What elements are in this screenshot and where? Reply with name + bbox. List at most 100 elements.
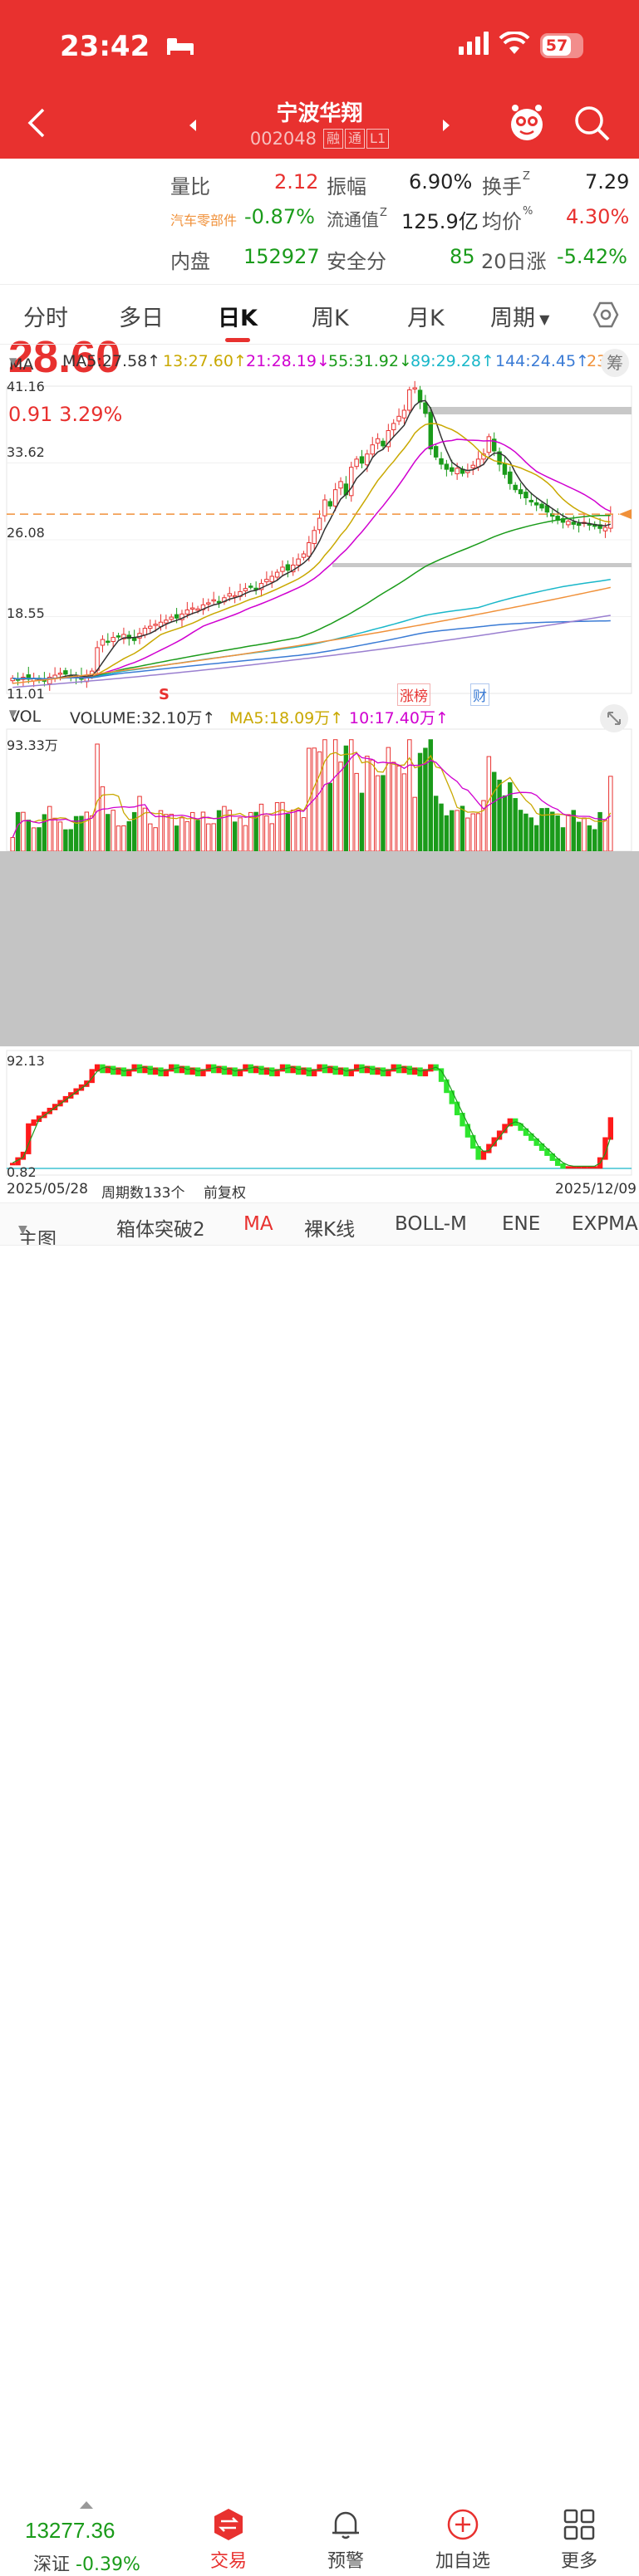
indicator-tab-expma[interactable]: EXPMA [572,1213,638,1235]
indicator-bar [227,1067,233,1075]
tab-duori[interactable]: 多日 [119,306,164,331]
resistance-box [424,407,632,414]
tab-zhouk[interactable]: 周K [312,306,349,331]
index-name: 深证 [33,2554,71,2575]
volume-bar [433,796,439,852]
chou-button[interactable]: 筹 [601,349,629,377]
candle-body [317,517,322,531]
tab-fenshi[interactable]: 分时 [23,306,68,331]
price-tick-2: 33.62 [7,444,45,460]
tab-rik[interactable]: 日K [218,306,258,331]
candle-body [121,634,126,639]
candle-body [391,423,396,431]
candle-body [491,438,497,452]
candle-body [153,624,158,626]
label-huanshou-sup: Z [523,170,530,183]
candle-body [301,553,307,558]
candle-body [327,501,333,507]
volume-bar [386,747,391,852]
chart-tabs: 分时 多日 日K 周K 月K 周期 ▼ [0,286,639,345]
candle-body [365,453,370,466]
candle-body [57,673,63,675]
date-end: 2025/12/09 [555,1181,637,1197]
candle-body [359,456,365,464]
candle-body [349,467,354,497]
indicator-bar [486,1144,492,1153]
nav-more-label: 更多 [560,2551,597,2572]
index-change: -0.39% [76,2554,140,2575]
next-stock-arrow[interactable] [443,120,450,131]
volume-bar [412,796,417,852]
indicator-tab-ene[interactable]: ENE [502,1213,541,1235]
volume-bar [189,811,195,852]
ma-item-89: 89:29.28↑ [410,352,494,370]
indicator-bar [602,1137,608,1160]
volume-bar [338,762,343,852]
prev-stock-arrow[interactable] [189,120,196,131]
indicator-panel-frame [6,1050,632,1176]
label-liutongzhi-text: 流通值 [327,210,379,230]
indicator-tab-boll[interactable]: BOLL-M [395,1213,467,1235]
industry-name[interactable]: 汽车零部件 [170,213,238,228]
price-change: 0.91 3.29% [8,403,122,426]
volume-bar [142,807,148,852]
nav-add-watch[interactable]: 加自选 [433,2508,493,2573]
volume-bar [137,796,142,852]
settings-icon[interactable] [592,301,620,329]
value-20rizhang: -5.42% [557,245,627,268]
nav-alert[interactable]: 预警 [317,2508,375,2573]
expand-icon[interactable] [600,704,628,732]
marker-cai[interactable]: 财 [470,683,489,706]
volume-bar [332,739,338,852]
volume-bar [343,745,349,852]
indicator-bar [480,1150,487,1160]
indicator-bar [312,1069,317,1077]
volume-bar [238,817,243,852]
volume-bar [370,759,375,852]
candle-body [428,412,434,450]
indicator-tab-luok[interactable]: 裸K线 [304,1219,356,1241]
nav-more[interactable]: 更多 [550,2508,608,2573]
indicator-bar [279,1064,286,1072]
index-label[interactable]: 深证 -0.39% [33,2549,140,2576]
nav-add-watch-label: 加自选 [435,2551,490,2572]
price-tick-4: 18.55 [7,605,45,621]
indicator-bar [348,1069,354,1077]
indicator-bar [327,1065,333,1074]
nav-trade[interactable]: 交易 [199,2508,258,2573]
candle-body [285,564,291,571]
marker-s[interactable]: S [159,686,170,703]
index-expand-icon[interactable] [80,2501,93,2509]
adjust-mode[interactable]: 前复权 [204,1185,246,1202]
indicator-bar [343,1067,349,1077]
indicator-tab-box[interactable]: 箱体突破2 [116,1219,205,1241]
back-icon[interactable] [25,106,47,140]
tab-zhouqi[interactable]: 周期 ▼ [490,300,549,332]
indicator-bar [533,1138,539,1146]
mascot-icon[interactable] [509,103,545,143]
indicator-bar [15,1157,21,1166]
volume-bar [401,773,407,852]
candle-body [396,415,401,422]
candle-body [307,541,312,557]
volume-bar [95,743,100,852]
candle-body [455,468,460,475]
indicator-bar [438,1068,445,1082]
candle-body [401,409,407,419]
indicator-bar [322,1064,328,1074]
kline-chart[interactable] [0,378,639,1208]
label-liangbi: 量比 [170,175,210,198]
chevron-down-icon: ▼ [18,1223,27,1237]
volume-bar [513,798,518,852]
tab-yuek[interactable]: 月K [407,306,445,331]
indicator-bar [189,1067,195,1075]
indicator-bar [111,1065,116,1075]
volume-bar [174,825,179,852]
indicator-tab-ma[interactable]: MA [243,1213,273,1235]
search-icon[interactable] [573,105,610,141]
indicator-bar [565,1166,572,1169]
index-value[interactable]: 13277.36 [25,2518,116,2543]
volume-bar [63,829,68,852]
marker-zhangbang[interactable]: 涨榜 [397,683,430,706]
indicator-bar [454,1101,460,1115]
